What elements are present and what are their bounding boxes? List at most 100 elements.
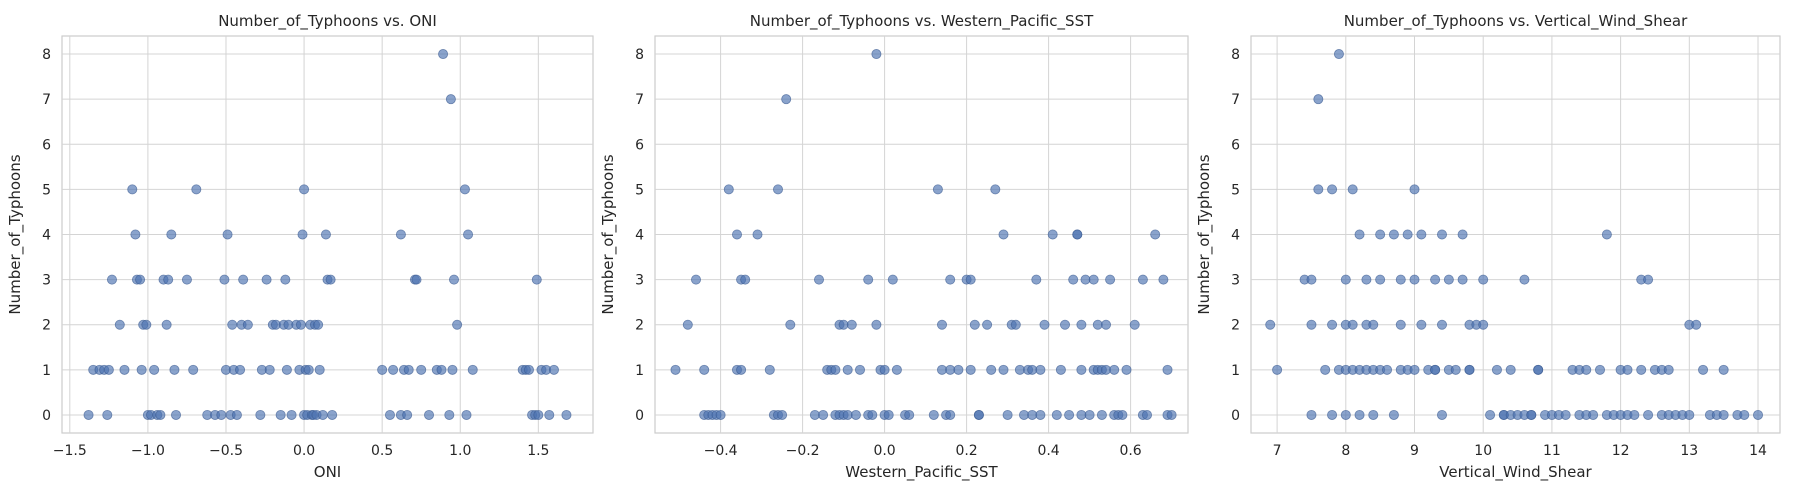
data-point	[1643, 274, 1654, 285]
y-tick-label: 5	[42, 182, 51, 198]
x-tick-label: 0.6	[1119, 443, 1141, 459]
data-point	[740, 274, 751, 285]
data-point	[904, 409, 915, 420]
data-point	[1457, 229, 1468, 240]
y-tick-label: 3	[635, 273, 644, 289]
data-point	[188, 364, 199, 375]
y-tick-label: 2	[42, 318, 51, 334]
data-point	[261, 274, 272, 285]
data-point	[1340, 274, 1351, 285]
data-point	[818, 409, 829, 420]
data-point	[155, 409, 166, 420]
data-point	[842, 364, 853, 375]
data-point	[181, 274, 192, 285]
x-tick-label: 11	[1543, 443, 1561, 459]
data-point	[998, 364, 1009, 375]
data-point	[436, 364, 447, 375]
data-point	[715, 409, 726, 420]
data-point	[141, 319, 152, 330]
y-axis-label: Number_of_Typhoons	[1195, 154, 1214, 314]
data-point	[1430, 274, 1441, 285]
data-point	[169, 364, 180, 375]
data-point	[452, 319, 463, 330]
data-point	[1478, 319, 1489, 330]
x-tick-label: −1.0	[131, 443, 165, 459]
y-tick-label: 0	[635, 408, 644, 424]
data-point	[736, 364, 747, 375]
data-point	[1265, 319, 1276, 330]
subplot-vertical-wind-shear: 7 8 9 10 11 12 13 14012345678Number_of_Typhoons…	[1195, 12, 1781, 482]
data-point	[1478, 274, 1489, 285]
data-point	[1636, 364, 1647, 375]
data-point	[281, 364, 292, 375]
x-tick-label: 0.2	[955, 443, 977, 459]
y-tick-label: 4	[635, 228, 644, 244]
y-tick-label: 1	[1231, 363, 1240, 379]
data-point	[219, 274, 230, 285]
data-point	[1354, 229, 1365, 240]
data-point	[773, 184, 784, 195]
data-point	[149, 364, 160, 375]
data-point	[1388, 229, 1399, 240]
data-point	[871, 319, 882, 330]
data-point	[1491, 364, 1502, 375]
data-point	[1306, 319, 1317, 330]
data-point	[327, 409, 338, 420]
data-point	[887, 274, 898, 285]
chart-title: Number_of_Typhoons vs. Western_Pacific_S…	[750, 12, 1094, 31]
data-point	[1105, 274, 1116, 285]
data-point	[231, 409, 242, 420]
data-point	[1327, 409, 1338, 420]
x-tick-label: 14	[1749, 443, 1767, 459]
data-point	[850, 409, 861, 420]
data-point	[275, 409, 286, 420]
x-axis-label: Vertical_Wind_Shear	[1439, 463, 1592, 482]
data-point	[299, 184, 310, 195]
data-point	[411, 274, 422, 285]
data-point	[106, 274, 117, 285]
data-point	[1684, 409, 1695, 420]
data-point	[264, 364, 275, 375]
data-point	[998, 229, 1009, 240]
x-tick-label: −0.4	[704, 443, 738, 459]
data-point	[1096, 409, 1107, 420]
x-tick-label: −0.5	[209, 443, 243, 459]
data-point	[830, 364, 841, 375]
data-point	[1698, 364, 1709, 375]
data-point	[1409, 364, 1420, 375]
data-point	[953, 364, 964, 375]
data-point	[103, 364, 114, 375]
data-point	[1430, 364, 1441, 375]
data-point	[883, 409, 894, 420]
data-point	[135, 274, 146, 285]
data-point	[965, 274, 976, 285]
data-point	[982, 319, 993, 330]
data-point	[945, 274, 956, 285]
data-point	[1072, 229, 1083, 240]
data-point	[83, 409, 94, 420]
y-axis-label: Number_of_Typhoons	[6, 154, 25, 314]
data-point	[235, 364, 246, 375]
data-point	[1691, 319, 1702, 330]
data-point	[1533, 364, 1544, 375]
data-point	[723, 184, 734, 195]
data-point	[1313, 184, 1324, 195]
data-point	[928, 409, 939, 420]
data-point	[1129, 319, 1140, 330]
data-point	[444, 409, 455, 420]
chart-title: Number_of_Typhoons vs. ONI	[218, 12, 437, 31]
data-point	[548, 364, 559, 375]
data-point	[1064, 409, 1075, 420]
scatter-points	[1265, 49, 1764, 420]
data-point	[163, 274, 174, 285]
data-point	[1101, 319, 1112, 330]
data-point	[286, 409, 297, 420]
data-point	[1464, 364, 1475, 375]
data-point	[1068, 274, 1079, 285]
x-tick-label: −1.5	[53, 443, 87, 459]
data-point	[1739, 409, 1750, 420]
data-point	[403, 364, 414, 375]
y-tick-label: 8	[635, 47, 644, 63]
data-point	[764, 364, 775, 375]
